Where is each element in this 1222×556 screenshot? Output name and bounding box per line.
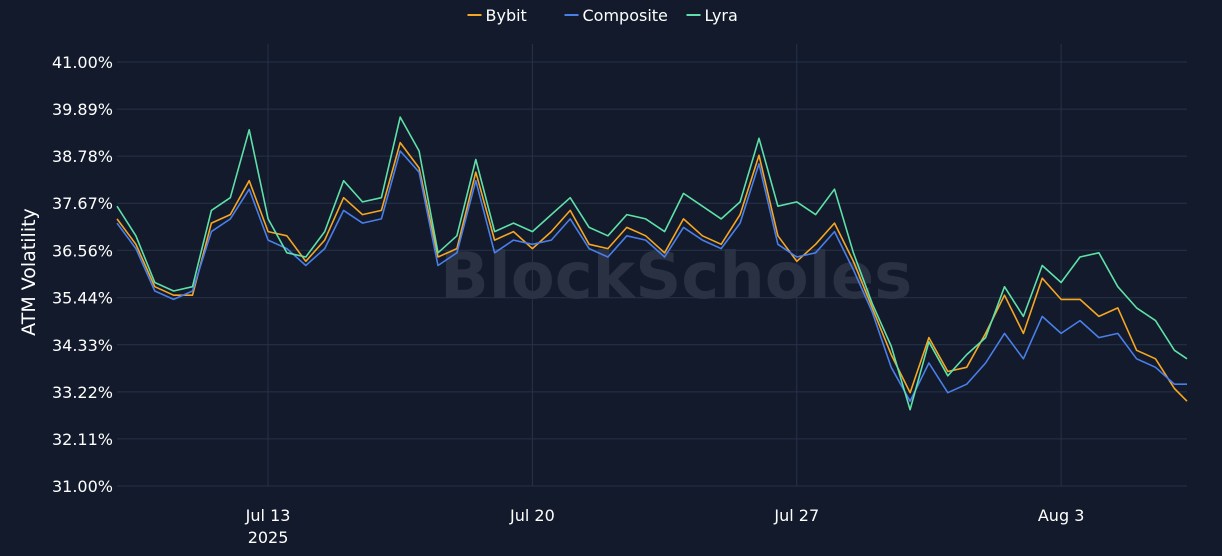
x-tick-label: Aug 3	[1038, 506, 1085, 525]
legend[interactable]: Bybit Composite Lyra	[467, 6, 738, 25]
y-tick-label: 38.78%	[52, 147, 113, 166]
x-tick-label: Jul 20	[509, 506, 555, 525]
legend-label: Lyra	[705, 6, 738, 25]
x-axis: Jul 13 2025 Jul 20 Jul 27 Aug 3	[245, 506, 1085, 547]
legend-item-composite[interactable]: Composite	[564, 6, 668, 25]
y-tick-label: 39.89%	[52, 100, 113, 119]
series-line-bybit	[116, 141, 1188, 402]
y-tick-label: 35.44%	[52, 289, 113, 308]
y-tick-label: 37.67%	[52, 194, 113, 213]
x-tick-label: Jul 13	[245, 506, 291, 525]
y-tick-label: 32.11%	[52, 430, 113, 449]
y-tick-label: 36.56%	[52, 241, 113, 260]
x-tick-label: Jul 27	[773, 506, 819, 525]
y-axis-title: ATM Volatility	[18, 208, 40, 336]
legend-item-lyra[interactable]: Lyra	[686, 6, 738, 25]
legend-label: Bybit	[486, 6, 527, 25]
watermark: BlockScholes	[440, 240, 912, 314]
y-tick-label: 34.33%	[52, 336, 113, 355]
series-lines	[116, 116, 1188, 411]
series-line-composite	[116, 150, 1187, 403]
y-tick-label: 31.00%	[52, 477, 113, 496]
grid	[117, 44, 1187, 487]
legend-item-bybit[interactable]: Bybit	[467, 6, 527, 25]
y-axis: 41.00% 39.89% 38.78% 37.67% 36.56% 35.44% 34.3…	[52, 53, 113, 496]
y-tick-label: 41.00%	[52, 53, 113, 72]
series-line-lyra	[116, 116, 1188, 411]
legend-label: Composite	[583, 6, 668, 25]
x-tick-sublabel: 2025	[248, 528, 289, 547]
watermark-text: BlockScholes	[440, 240, 912, 314]
y-tick-label: 33.22%	[52, 383, 113, 402]
